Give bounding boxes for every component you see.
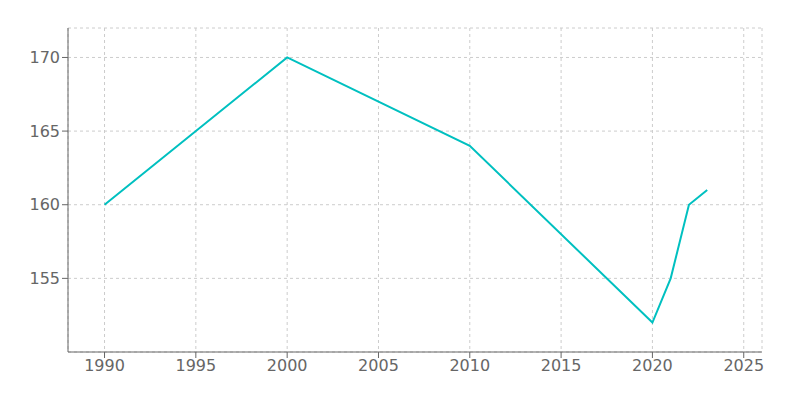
svg-text:2015: 2015 [541, 356, 582, 375]
svg-text:2010: 2010 [449, 356, 490, 375]
svg-text:1995: 1995 [175, 356, 216, 375]
svg-text:2025: 2025 [723, 356, 764, 375]
svg-text:165: 165 [29, 122, 60, 141]
svg-text:2000: 2000 [267, 356, 308, 375]
svg-text:170: 170 [29, 48, 60, 67]
svg-text:2020: 2020 [632, 356, 673, 375]
svg-text:2005: 2005 [358, 356, 399, 375]
svg-text:1990: 1990 [84, 356, 125, 375]
svg-text:160: 160 [29, 195, 60, 214]
svg-text:155: 155 [29, 269, 60, 288]
